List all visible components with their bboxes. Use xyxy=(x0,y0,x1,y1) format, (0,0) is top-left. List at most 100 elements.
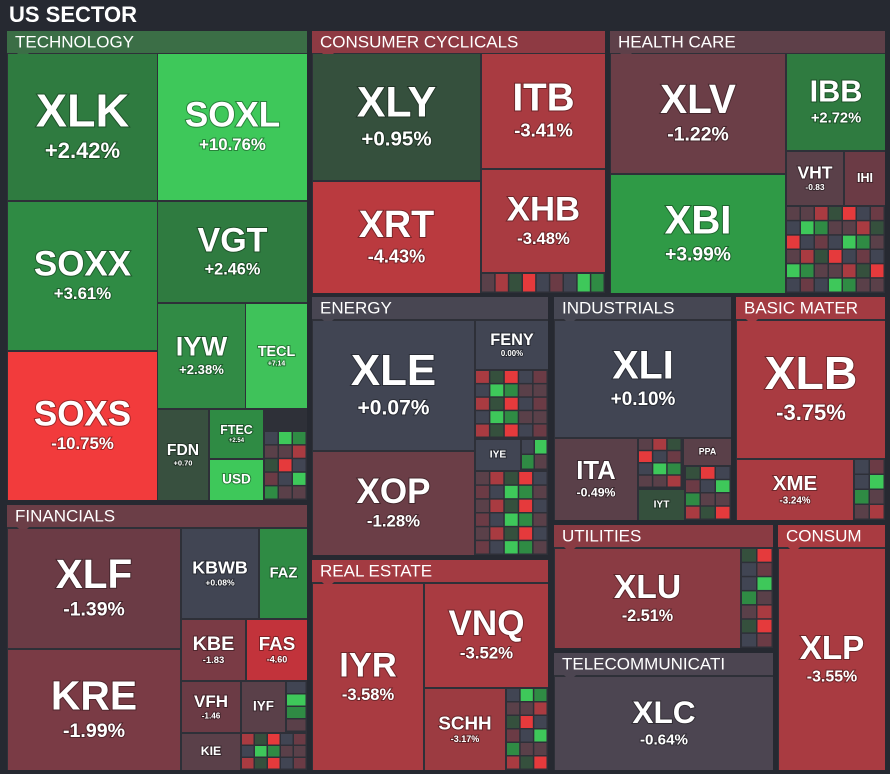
minor-tile xyxy=(293,432,306,445)
tile[interactable] xyxy=(476,321,548,369)
minor-tile xyxy=(701,493,715,506)
tile[interactable] xyxy=(210,410,263,458)
tile[interactable] xyxy=(555,677,773,770)
minor-tile xyxy=(536,274,549,292)
minor-tile xyxy=(293,486,306,499)
tile[interactable] xyxy=(158,410,208,500)
tile[interactable] xyxy=(787,54,885,150)
minor-tile xyxy=(550,274,563,292)
minor-tile xyxy=(855,505,869,519)
ticker: FTEC xyxy=(220,423,252,437)
minor-tile xyxy=(757,563,772,576)
minor-tile xyxy=(268,746,280,757)
tile[interactable] xyxy=(8,54,157,200)
minor-tile xyxy=(293,459,306,472)
minor-tile xyxy=(843,278,856,292)
minor-tile xyxy=(507,689,520,701)
minor-tile xyxy=(534,729,547,742)
minor-tile xyxy=(293,445,306,458)
tile[interactable] xyxy=(313,182,480,293)
minor-tile xyxy=(639,475,652,487)
tile[interactable] xyxy=(611,54,785,173)
minor-tile xyxy=(476,499,489,512)
ticker: XLK xyxy=(36,85,130,137)
change: +0.95% xyxy=(361,127,431,150)
minor-tile xyxy=(742,633,756,647)
tile[interactable] xyxy=(482,54,605,168)
minor-tile xyxy=(757,549,772,562)
minor-tile xyxy=(716,467,730,479)
tile[interactable] xyxy=(210,460,263,500)
tile[interactable] xyxy=(8,352,157,500)
minor-tile xyxy=(871,278,884,292)
tile[interactable] xyxy=(555,439,637,520)
minor-tile xyxy=(520,716,533,728)
tile[interactable] xyxy=(8,650,180,770)
tile[interactable] xyxy=(313,54,480,180)
minor-tile xyxy=(870,460,884,474)
sector-name: HEALTH CARE xyxy=(618,32,736,51)
ticker: VHT xyxy=(797,162,832,182)
minor-tile xyxy=(534,743,547,755)
tile[interactable] xyxy=(313,452,474,555)
minor-tile xyxy=(686,480,700,492)
tile[interactable] xyxy=(787,152,843,205)
tile[interactable] xyxy=(737,321,885,458)
tile[interactable] xyxy=(182,734,240,770)
tile[interactable] xyxy=(313,584,423,770)
minor-tile xyxy=(843,250,856,263)
change: +2.72% xyxy=(811,110,861,126)
minor-tile xyxy=(533,499,547,512)
tile[interactable] xyxy=(611,175,785,293)
tile[interactable] xyxy=(425,584,548,687)
minor-tile xyxy=(757,605,772,619)
tile[interactable] xyxy=(247,620,307,680)
tile[interactable] xyxy=(182,682,240,732)
ticker: SOXS xyxy=(34,395,131,434)
ticker: KIE xyxy=(201,744,221,758)
tile[interactable] xyxy=(158,202,307,302)
tile[interactable] xyxy=(476,440,520,470)
tile[interactable] xyxy=(555,549,740,648)
tile[interactable] xyxy=(242,682,285,732)
minor-tile xyxy=(281,746,293,757)
minor-tile xyxy=(279,472,292,485)
change: -2.51% xyxy=(622,607,673,625)
minor-tile xyxy=(870,505,884,519)
tile[interactable] xyxy=(425,689,505,770)
change: -1.22% xyxy=(667,123,729,145)
minor-tile xyxy=(490,485,504,499)
tile[interactable] xyxy=(779,549,885,770)
minor-tile xyxy=(265,432,278,445)
change: -3.17% xyxy=(451,734,480,744)
minor-tile xyxy=(281,734,293,745)
tile[interactable] xyxy=(639,490,684,520)
tile[interactable] xyxy=(246,304,307,408)
minor-tile xyxy=(829,250,842,263)
tile[interactable] xyxy=(182,529,258,618)
minor-tile xyxy=(667,451,681,462)
tile[interactable] xyxy=(158,54,307,200)
tile[interactable] xyxy=(737,460,853,520)
change: -1.39% xyxy=(63,598,125,620)
tile[interactable] xyxy=(8,529,180,648)
tile[interactable] xyxy=(482,170,605,272)
minor-tile xyxy=(843,235,856,249)
minor-tile xyxy=(476,371,489,383)
tile[interactable] xyxy=(260,529,307,618)
minor-tile xyxy=(787,207,800,220)
sector-name: UTILITIES xyxy=(562,526,641,545)
minor-tile xyxy=(504,499,518,512)
minor-tile xyxy=(667,463,681,475)
tile[interactable] xyxy=(555,321,731,437)
minor-tile xyxy=(801,207,814,220)
tile[interactable] xyxy=(8,202,157,350)
tile[interactable] xyxy=(845,152,885,205)
minor-tile xyxy=(519,411,533,424)
minor-tile xyxy=(519,384,533,397)
minor-tile xyxy=(801,250,814,263)
tile[interactable] xyxy=(182,620,245,680)
tile[interactable] xyxy=(158,304,245,408)
tile[interactable] xyxy=(313,321,474,450)
tile[interactable] xyxy=(684,439,731,465)
